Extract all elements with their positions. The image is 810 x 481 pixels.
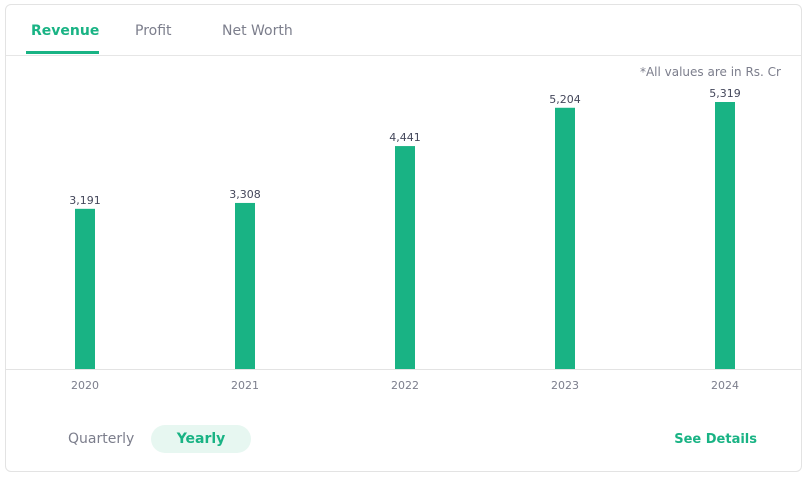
period-toggle[interactable]: Yearly: [151, 425, 251, 453]
see-details-link[interactable]: See Details: [674, 432, 757, 447]
period-toggle[interactable]: Quarterly: [68, 431, 135, 447]
note: *All values are in Rs. Cr: [639, 65, 781, 79]
tab[interactable]: Revenue: [31, 23, 100, 39]
tab[interactable]: Profit: [135, 23, 172, 39]
card: Revenue Profit Net Worth *All values are…: [5, 4, 802, 472]
tab-underline: [26, 51, 99, 54]
tab-bar: Revenue Profit Net Worth: [6, 5, 801, 56]
tab[interactable]: Net Worth: [222, 23, 293, 39]
